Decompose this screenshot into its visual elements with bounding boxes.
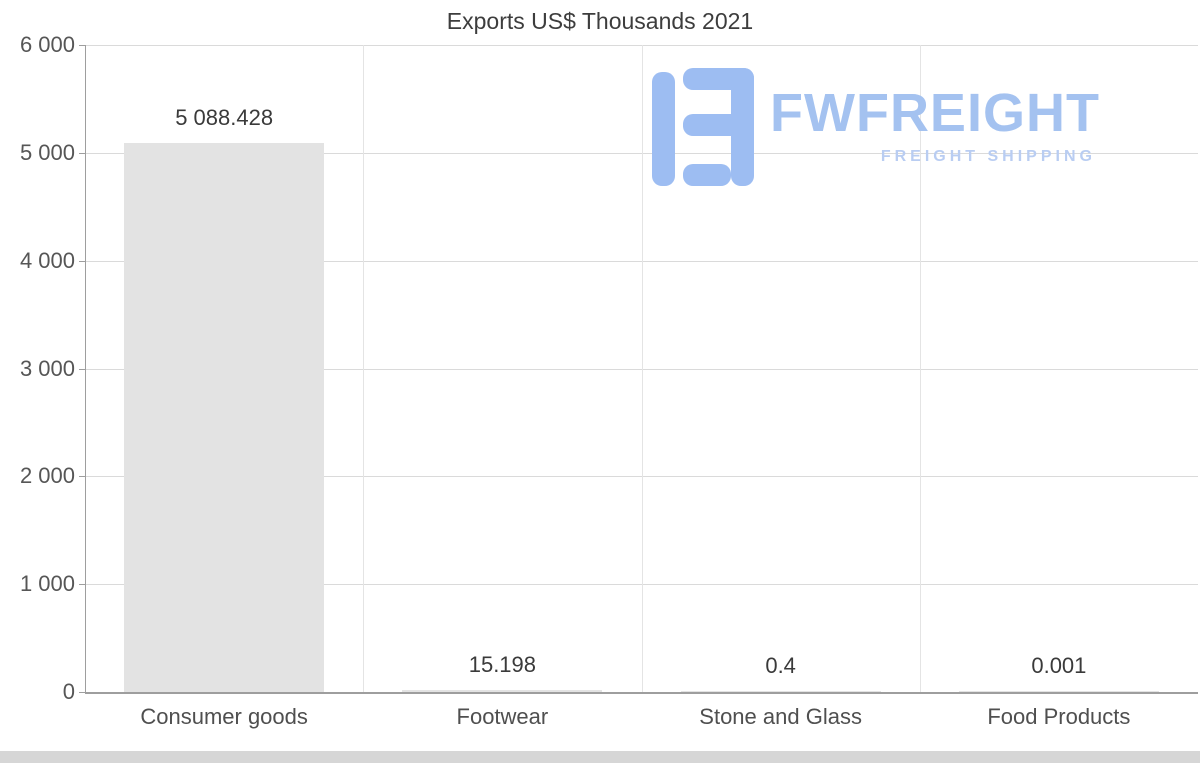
bar-column: 0.001 <box>920 45 1198 692</box>
value-label: 0.4 <box>765 653 796 678</box>
y-tick-label: 3 000 <box>19 355 75 381</box>
bottom-strip <box>0 751 1200 763</box>
gridline-vertical <box>363 45 365 692</box>
y-tick-label: 5 000 <box>19 139 75 165</box>
y-tick-mark <box>79 476 85 478</box>
y-tick-mark <box>79 260 85 262</box>
plot-area: 5 088.428 15.198 0.4 0.001 <box>79 45 1198 693</box>
y-tick-label: 6 000 <box>19 32 75 57</box>
brand-name: FWFREIGHT <box>770 83 1100 143</box>
bar-column: 15.198 <box>363 45 641 692</box>
bar <box>958 691 1159 692</box>
y-tick-mark <box>79 692 85 693</box>
bar-columns: 5 088.428 15.198 0.4 0.001 <box>85 45 1198 692</box>
logo: FWFREIGHT FREIGHT SHIPPING <box>652 68 1100 186</box>
x-axis-labels: Consumer goods Footwear Stone and Glass Foo… <box>85 704 1198 730</box>
bar <box>402 690 603 692</box>
gridline-vertical <box>919 45 921 692</box>
brand-tagline: FREIGHT SHIPPING <box>880 148 1096 165</box>
y-tick-label: 2 000 <box>19 463 75 489</box>
category-label: Food Products <box>987 704 1131 729</box>
y-axis-line <box>85 45 86 693</box>
value-label: 0.001 <box>1031 653 1087 678</box>
y-axis-labels: 0 1 000 2 000 3 000 4 000 5 000 6 000 <box>0 32 75 704</box>
bar <box>680 691 881 692</box>
bar-column: 0.4 <box>642 45 920 692</box>
y-tick-label: 4 000 <box>19 247 75 273</box>
fwfreight-logo-icon <box>652 68 754 186</box>
category-label: Consumer goods <box>140 704 308 729</box>
y-tick-mark <box>79 368 85 370</box>
y-tick-mark <box>79 152 85 154</box>
category-label: Stone and Glass <box>699 704 862 729</box>
value-label: 15.198 <box>468 652 537 678</box>
value-label: 5 088.428 <box>175 105 274 131</box>
y-tick-label: 0 <box>62 679 75 704</box>
x-axis-line <box>85 692 1198 694</box>
gridline-vertical <box>641 45 643 692</box>
bar-column: 5 088.428 <box>85 45 363 692</box>
y-tick-label: 1 000 <box>19 571 75 597</box>
y-tick-mark <box>79 584 85 586</box>
category-label: Footwear <box>456 704 549 729</box>
y-tick-mark <box>79 45 85 46</box>
bar <box>124 143 325 692</box>
chart-title: Exports US$ Thousands 2021 <box>446 8 754 34</box>
logo-text: FWFREIGHT FREIGHT SHIPPING <box>770 68 1100 166</box>
